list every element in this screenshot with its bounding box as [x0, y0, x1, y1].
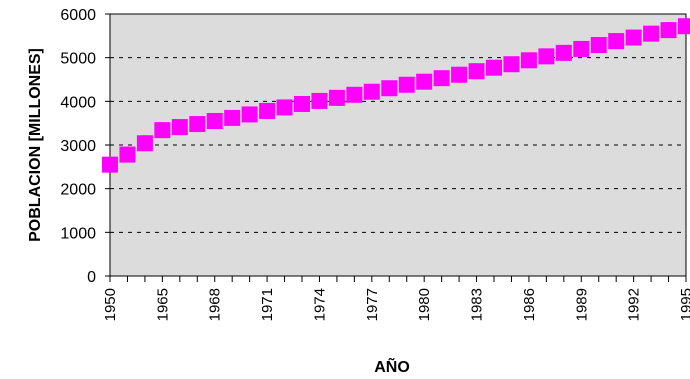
data-point	[136, 135, 153, 152]
data-point	[555, 44, 572, 61]
x-tick-label: 1986	[521, 288, 538, 321]
data-point	[294, 95, 310, 112]
data-point	[538, 48, 555, 65]
data-point	[363, 83, 380, 100]
x-tick-label: 1974	[311, 288, 328, 321]
data-point	[625, 29, 642, 46]
data-point	[573, 40, 590, 57]
data-point	[102, 156, 118, 173]
x-axis: 1950 1965 1968 1971 1974 1977 1980 1983 1986 1989…	[102, 276, 690, 321]
data-point	[224, 109, 241, 126]
data-point	[590, 37, 607, 54]
data-point	[189, 116, 206, 133]
data-point	[206, 112, 223, 129]
y-tick-label: 3000	[60, 138, 96, 155]
x-tick-label: 1965	[154, 288, 171, 321]
x-axis-title: AÑO	[374, 356, 410, 376]
data-point	[608, 33, 625, 50]
data-point	[678, 18, 690, 35]
x-tick-label: 1977	[364, 288, 381, 321]
y-tick-label: 1000	[60, 225, 96, 242]
data-point	[328, 89, 345, 106]
data-point	[468, 63, 485, 80]
x-tick-label: 1968	[207, 288, 224, 321]
y-axis: 0 1000 2000 3000 4000 5000 6000	[60, 7, 110, 286]
y-tick-label: 2000	[60, 182, 96, 199]
data-point	[486, 59, 502, 76]
y-tick-label: 6000	[60, 7, 96, 24]
x-tick-label: 1950	[102, 288, 119, 321]
data-point	[241, 106, 258, 123]
y-tick-label: 4000	[60, 94, 96, 111]
data-point	[503, 56, 520, 73]
data-point	[520, 52, 537, 69]
x-tick-label: 1971	[259, 288, 276, 321]
data-point	[346, 86, 363, 103]
data-point	[433, 70, 450, 87]
data-point	[643, 25, 660, 42]
x-tick-label: 1989	[573, 288, 590, 321]
data-point	[154, 122, 171, 139]
x-tick-label: 1983	[469, 288, 486, 321]
data-point	[119, 146, 136, 163]
gridlines	[110, 57, 686, 233]
x-tick-label: 1992	[626, 288, 643, 321]
data-points	[102, 18, 690, 173]
data-point	[259, 102, 276, 119]
data-point	[451, 66, 468, 83]
data-point	[416, 73, 433, 90]
y-axis-title: POBLACION [MILLONES]	[27, 48, 44, 242]
y-tick-label: 5000	[60, 51, 96, 68]
data-point	[171, 119, 188, 136]
y-tick-label: 0	[87, 269, 96, 286]
data-point	[398, 76, 415, 93]
data-point	[311, 92, 328, 109]
x-tick-label: 1980	[416, 288, 433, 321]
data-point	[660, 22, 677, 39]
x-tick-label: 1995	[678, 288, 690, 321]
data-point	[381, 80, 398, 97]
data-point	[276, 99, 293, 116]
